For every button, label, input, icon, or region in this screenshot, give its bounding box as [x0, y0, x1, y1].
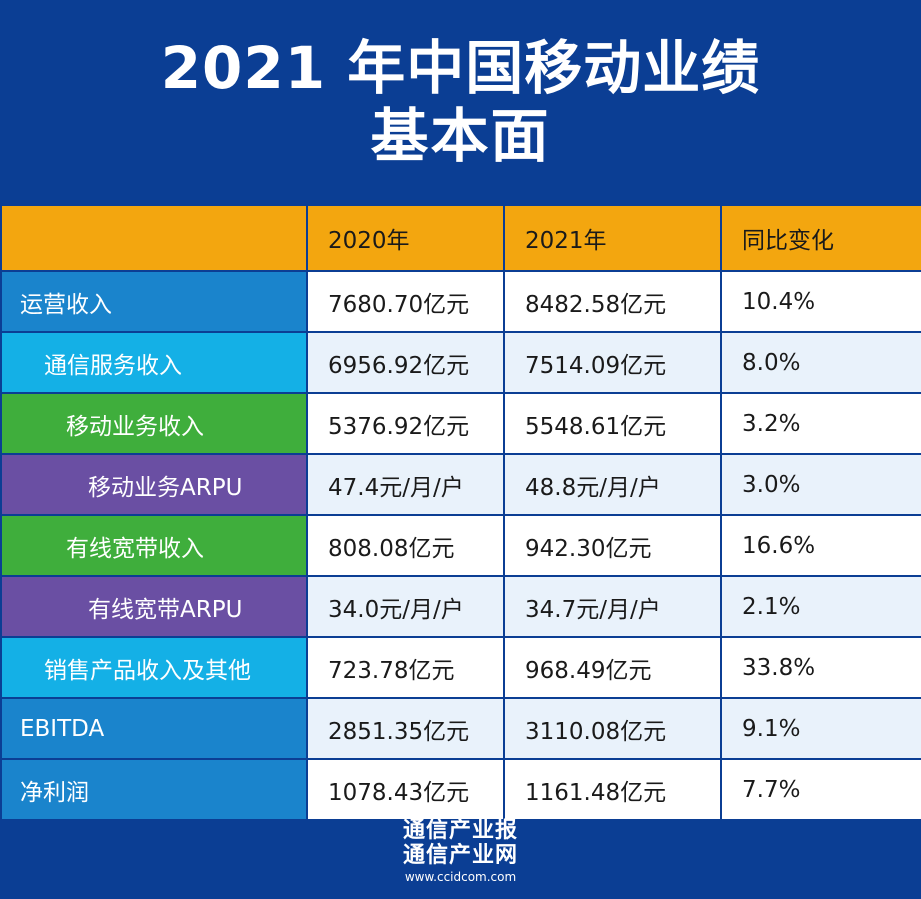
footer-url: www.ccidcom.com — [404, 870, 517, 885]
row-label: 有线宽带ARPU — [0, 575, 308, 638]
row-value-2021: 8482.58亿元 — [503, 270, 722, 333]
table-row: 通信服务收入 6956.92亿元 7514.09亿元 8.0% — [0, 331, 921, 394]
row-value-2020: 5376.92亿元 — [306, 392, 505, 455]
row-label: 净利润 — [0, 758, 308, 821]
header-cell-change: 同比变化 — [720, 204, 921, 272]
row-value-change: 33.8% — [720, 636, 921, 699]
row-value-2021: 48.8元/月/户 — [503, 453, 722, 516]
row-value-2021: 968.49亿元 — [503, 636, 722, 699]
row-value-change: 7.7% — [720, 758, 921, 821]
table-row: EBITDA 2851.35亿元 3110.08亿元 9.1% — [0, 697, 921, 760]
row-label: 销售产品收入及其他 — [0, 636, 308, 699]
table-row: 有线宽带ARPU 34.0元/月/户 34.7元/月/户 2.1% — [0, 575, 921, 638]
row-value-2020: 6956.92亿元 — [306, 331, 505, 394]
row-label: EBITDA — [0, 697, 308, 760]
row-value-2021: 34.7元/月/户 — [503, 575, 722, 638]
row-value-2020: 723.78亿元 — [306, 636, 505, 699]
table-row: 有线宽带收入 808.08亿元 942.30亿元 16.6% — [0, 514, 921, 577]
row-value-2021: 1161.48亿元 — [503, 758, 722, 821]
row-value-2020: 1078.43亿元 — [306, 758, 505, 821]
header-cell-2021: 2021年 — [503, 204, 722, 272]
title-line-1: 2021 年中国移动业绩 — [160, 33, 761, 102]
row-value-2020: 2851.35亿元 — [306, 697, 505, 760]
row-value-change: 3.2% — [720, 392, 921, 455]
footer-branding: 通信产业报 通信产业网 www.ccidcom.com — [0, 806, 921, 899]
row-value-2021: 5548.61亿元 — [503, 392, 722, 455]
row-label: 移动业务ARPU — [0, 453, 308, 516]
row-label: 移动业务收入 — [0, 392, 308, 455]
row-value-change: 10.4% — [720, 270, 921, 333]
row-label: 通信服务收入 — [0, 331, 308, 394]
row-label: 运营收入 — [0, 270, 308, 333]
title-banner: 2021 年中国移动业绩 基本面 — [0, 0, 921, 204]
footer-brand-line-1: 通信产业报 — [402, 818, 518, 844]
table-row: 移动业务收入 5376.92亿元 5548.61亿元 3.2% — [0, 392, 921, 455]
footer-brand-line-2: 通信产业网 — [402, 842, 518, 868]
row-value-2020: 7680.70亿元 — [306, 270, 505, 333]
row-value-change: 8.0% — [720, 331, 921, 394]
row-value-2020: 47.4元/月/户 — [306, 453, 505, 516]
row-value-2021: 3110.08亿元 — [503, 697, 722, 760]
row-value-2021: 7514.09亿元 — [503, 331, 722, 394]
row-label: 有线宽带收入 — [0, 514, 308, 577]
table-header-row: 2020年 2021年 同比变化 — [0, 204, 921, 272]
table-row: 运营收入 7680.70亿元 8482.58亿元 10.4% — [0, 270, 921, 333]
row-value-2020: 34.0元/月/户 — [306, 575, 505, 638]
row-value-change: 2.1% — [720, 575, 921, 638]
title-line-2: 基本面 — [370, 102, 551, 170]
table-row: 移动业务ARPU 47.4元/月/户 48.8元/月/户 3.0% — [0, 453, 921, 516]
header-cell-2020: 2020年 — [306, 204, 505, 272]
row-value-2020: 808.08亿元 — [306, 514, 505, 577]
table-row: 净利润 1078.43亿元 1161.48亿元 7.7% — [0, 758, 921, 821]
table-row: 销售产品收入及其他 723.78亿元 968.49亿元 33.8% — [0, 636, 921, 699]
header-cell-label — [0, 204, 308, 272]
row-value-change: 9.1% — [720, 697, 921, 760]
row-value-change: 3.0% — [720, 453, 921, 516]
row-value-change: 16.6% — [720, 514, 921, 577]
row-value-2021: 942.30亿元 — [503, 514, 722, 577]
performance-table: 2020年 2021年 同比变化 运营收入 7680.70亿元 8482.58亿元 1… — [0, 204, 921, 821]
